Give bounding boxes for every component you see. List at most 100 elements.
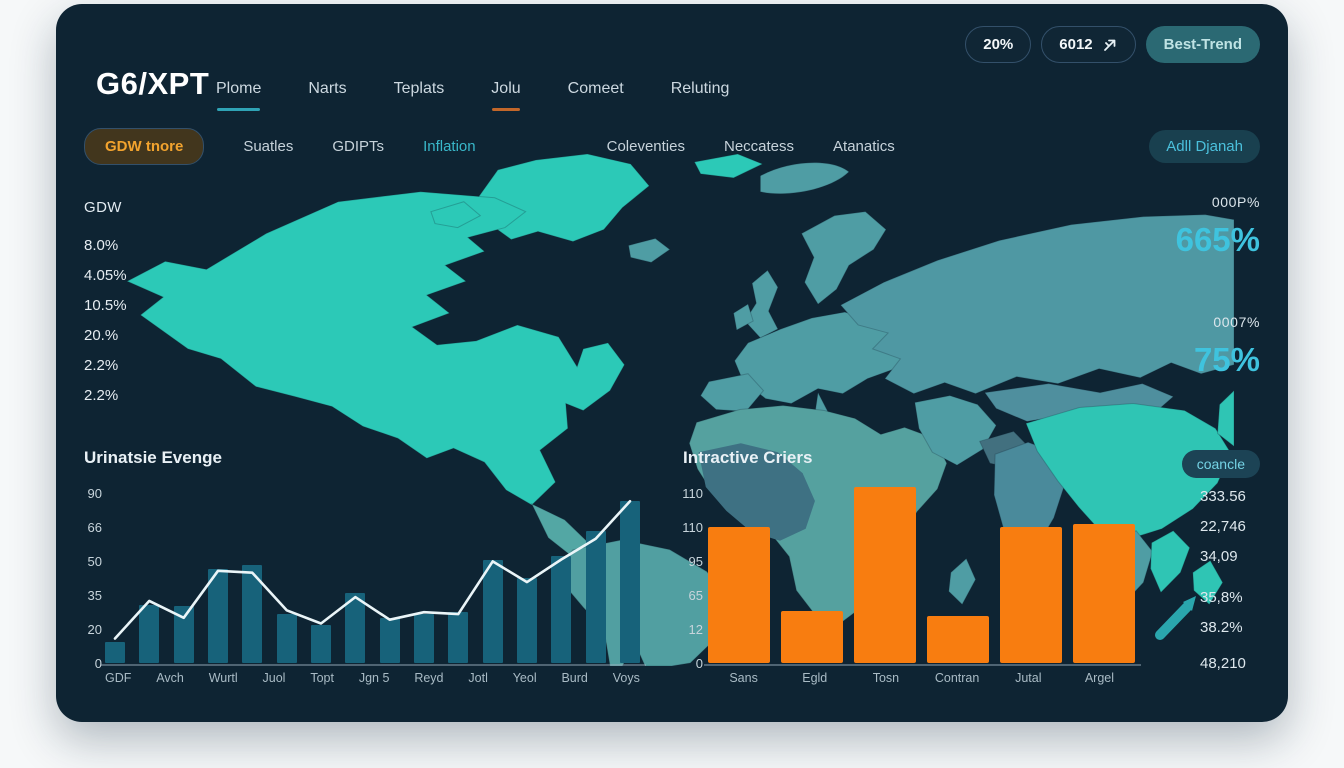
x-tick-label: Tosn (872, 671, 900, 685)
nav-tab-narts[interactable]: Narts (308, 80, 347, 97)
left-chart-y-axis: 90 66 50 35 20 0 (74, 486, 102, 671)
percent-badge-label: 20% (983, 36, 1014, 53)
x-tick-label: Avch (156, 671, 184, 685)
y-tick-label: 35 (87, 588, 102, 603)
x-tick-label: Argel (1084, 671, 1115, 685)
app-logo: G6/XPT (96, 66, 210, 101)
y-tick-label: 95 (688, 554, 703, 569)
orange-bar (854, 487, 916, 663)
teal-bar (585, 531, 606, 663)
middle-chart-title: Intractive Criers (683, 448, 813, 467)
teal-bar (207, 568, 228, 663)
middle-chart-y-axis: 110 110 95 65 12 0 (663, 486, 703, 671)
nav-tab-plome[interactable]: Plome (216, 80, 261, 111)
y-tick-label: 110 (682, 486, 703, 501)
count-badge[interactable]: 6012 (1041, 26, 1136, 63)
teal-bar (379, 617, 400, 663)
nav-tab-reluting[interactable]: Reluting (670, 80, 730, 97)
gdw-value: 8.0% (84, 237, 119, 254)
x-tick-label: Juol (262, 671, 286, 685)
y-tick-label: 20 (87, 622, 102, 637)
x-tick-label: Egld (802, 671, 828, 685)
teal-bar (310, 625, 331, 663)
y-tick-label: 65 (688, 588, 703, 603)
gdw-title: GDW (84, 199, 122, 216)
filter-item-coleventies[interactable]: Coleventies (606, 138, 685, 155)
coancle-button[interactable]: coancle (1181, 450, 1260, 478)
gdw-value-list: 8.0% 4.05% 10.5% 20.% 2.2% 2.2% (84, 237, 127, 404)
x-tick-label: Contran (934, 671, 980, 685)
nav-tab-comeet[interactable]: Comeet (567, 80, 624, 97)
x-tick-label: Burd (561, 671, 588, 685)
world-map (125, 154, 1234, 666)
y-tick-label: 0 (695, 656, 703, 671)
percent-badge[interactable]: 20% (965, 26, 1032, 63)
panel-value: 34,09 (1200, 548, 1238, 565)
count-badge-label: 6012 (1059, 36, 1093, 53)
teal-bar (345, 593, 366, 663)
gdw-value: 4.05% (84, 267, 127, 284)
orange-bar (708, 526, 770, 663)
y-tick-label: 50 (87, 554, 102, 569)
trend-up-arrow-icon (1155, 596, 1196, 640)
active-tab-underline (217, 108, 261, 111)
filter-item-atanatics[interactable]: Atanatics (833, 138, 895, 155)
panel-value: 48,210 (1200, 655, 1246, 672)
y-tick-label: 12 (688, 622, 703, 637)
filter-nav: GDW tnore Suatles GDIPTs Inflation Coleventi… (84, 128, 895, 165)
gdw-value: 2.2% (84, 357, 119, 374)
x-tick-label: Reyd (414, 671, 444, 685)
nav-tab-teplats[interactable]: Teplats (393, 80, 445, 97)
gdw-value: 2.2% (84, 387, 119, 404)
y-tick-label: 90 (87, 486, 102, 501)
filter-item-neccatess[interactable]: Neccatess (724, 138, 795, 155)
teal-bar (619, 501, 640, 663)
y-tick-label: 66 (87, 520, 102, 535)
filter-item-gdw-tnore[interactable]: GDW tnore (84, 128, 205, 165)
x-tick-label: Sans (729, 671, 758, 685)
x-tick-label: GDF (105, 671, 132, 685)
teal-bar (413, 614, 434, 663)
right-value-list: 333.56 22,746 34,09 35,8% 38.2% 48,210 (1200, 488, 1246, 672)
kpi-value: 665% (1175, 221, 1260, 258)
nav-tab-jolu[interactable]: Jolu (491, 80, 521, 111)
kpi-value: 75% (1193, 341, 1260, 378)
active-tab-underline (492, 108, 520, 111)
filter-item-suatles[interactable]: Suatles (243, 138, 294, 155)
middle-chart-baseline (704, 664, 1141, 666)
middle-chart-x-axis: Sans Egld Tosn Contran Jutal Argel (708, 671, 1135, 685)
left-chart-x-axis: GDF Avch Wurtl Juol Topt Jgn 5 Reyd Jotl Yeol Bur… (105, 671, 640, 685)
teal-bar (105, 642, 125, 663)
teal-bar (448, 612, 469, 663)
share-icon[interactable] (1102, 37, 1118, 53)
middle-chart-bars (708, 484, 1135, 663)
left-chart-baseline (101, 664, 646, 666)
panel-value: 333.56 (1200, 488, 1246, 505)
right-kpi-stack: 000P% 665% 0007% 75% (1176, 194, 1260, 379)
panel-value: 35,8% (1200, 589, 1243, 606)
gdw-value: 10.5% (84, 297, 127, 314)
kpi-label: 000P% (1211, 194, 1260, 210)
left-chart-title: Urinatsie Evenge (84, 448, 222, 467)
left-chart-bars (105, 488, 640, 663)
x-tick-label: Wurtl (208, 671, 238, 685)
add-djanah-button[interactable]: Adll Djanah (1149, 130, 1260, 163)
filter-item-inflation[interactable]: Inflation (423, 138, 476, 155)
teal-bar (551, 555, 572, 663)
panel-value: 38.2% (1200, 619, 1243, 636)
best-trend-button[interactable]: Best-Trend (1145, 26, 1260, 63)
teal-bar (242, 565, 263, 663)
x-tick-label: Jotl (468, 671, 488, 685)
teal-bar (276, 614, 297, 663)
teal-bar (139, 604, 160, 663)
y-tick-label: 0 (94, 656, 102, 671)
filter-item-gdipts[interactable]: GDIPTs (332, 138, 385, 155)
x-tick-label: Voys (612, 671, 640, 685)
y-tick-label: 110 (682, 520, 703, 535)
teal-bar (516, 578, 537, 663)
orange-bar (781, 611, 843, 663)
teal-bar (173, 606, 194, 663)
x-tick-label: Topt (310, 671, 334, 685)
main-nav: Plome Narts Teplats Jolu Comeet Reluting (216, 80, 729, 111)
kpi-label: 0007% (1213, 314, 1260, 330)
